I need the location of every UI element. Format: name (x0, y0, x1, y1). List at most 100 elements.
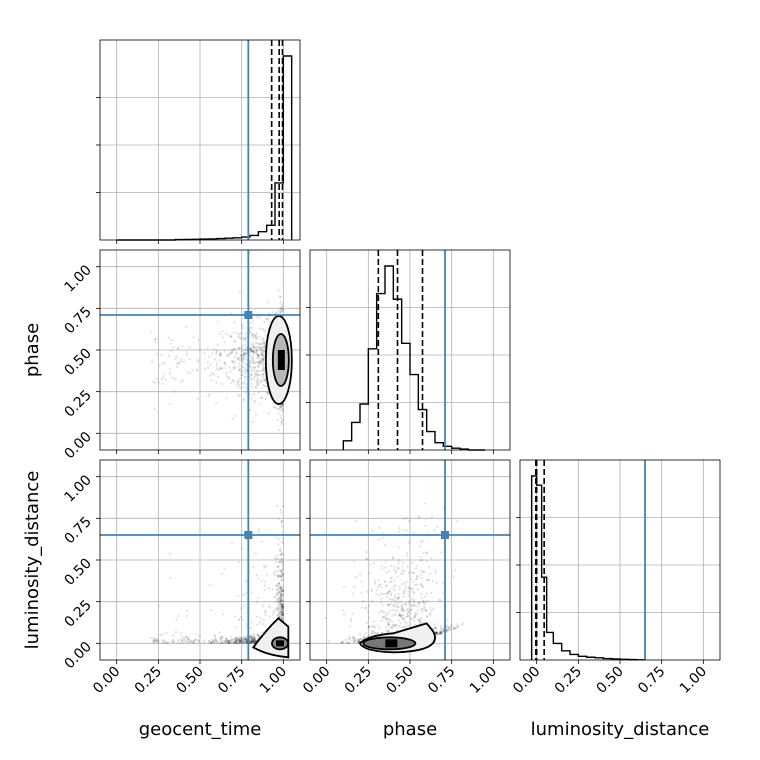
x-tick-label: 0.50 (593, 664, 626, 697)
sample-point (279, 594, 283, 597)
sample-point (184, 640, 187, 643)
sample-point (281, 403, 285, 406)
sample-point (249, 347, 253, 350)
sample-point (162, 639, 165, 642)
sample-point (280, 587, 283, 590)
scatter-panel-geocent_time-phase: 0.000.250.500.751.00 (61, 249, 301, 462)
sample-point (253, 336, 257, 339)
sample-point (250, 348, 253, 352)
sample-point (266, 392, 269, 395)
sample-point (261, 579, 264, 582)
sample-point (249, 640, 252, 644)
x-tick-label: 0.00 (510, 664, 543, 697)
sample-point (251, 640, 254, 643)
sample-point (244, 343, 247, 347)
sample-point (281, 606, 284, 609)
sample-point (220, 382, 224, 385)
sample-point (172, 345, 175, 348)
sample-point (262, 342, 266, 345)
sample-point (262, 336, 265, 340)
sample-point (225, 354, 228, 357)
sample-point (253, 400, 256, 403)
sample-point (241, 637, 244, 641)
sample-point (215, 351, 218, 354)
sample-point (249, 347, 252, 350)
sample-point (278, 549, 281, 552)
sample-point (281, 610, 284, 613)
sample-point (240, 371, 243, 374)
sample-point (238, 393, 241, 396)
sample-point (276, 605, 279, 608)
sample-point (241, 618, 244, 621)
sample-point (180, 634, 183, 637)
sample-point (152, 380, 155, 384)
sample-point (215, 641, 218, 644)
sample-point (266, 391, 270, 394)
sample-point (221, 572, 224, 575)
sample-point (248, 641, 252, 645)
sample-point (242, 641, 245, 644)
sample-point (230, 639, 233, 642)
sample-point (252, 343, 255, 347)
sample-point (237, 357, 240, 360)
sample-point (235, 638, 238, 641)
sample-point (238, 641, 241, 644)
sample-point (255, 601, 259, 604)
sample-point (251, 326, 254, 330)
sample-point (263, 355, 266, 358)
sample-point (248, 639, 252, 642)
sample-point (249, 641, 252, 644)
sample-point (239, 639, 243, 642)
sample-point (255, 382, 259, 385)
sample-point (155, 353, 159, 356)
sample-point (243, 380, 246, 383)
sample-point (237, 594, 240, 597)
sample-point (219, 367, 222, 370)
sample-point (273, 556, 277, 559)
sample-point (256, 615, 259, 618)
sample-point (252, 641, 256, 644)
sample-point (280, 571, 283, 574)
sample-point (282, 577, 285, 580)
sample-point (244, 362, 247, 366)
sample-point (273, 406, 276, 409)
sample-point (252, 641, 255, 644)
sample-point (277, 561, 280, 564)
sample-point (264, 334, 268, 337)
sample-point (280, 520, 283, 523)
sample-point (219, 631, 222, 634)
sample-point (251, 357, 255, 360)
sample-point (281, 579, 284, 582)
sample-point (250, 639, 253, 643)
sample-point (249, 321, 252, 325)
sample-point (264, 613, 267, 616)
sample-point (241, 354, 244, 357)
sample-point (209, 363, 212, 366)
sample-point (156, 378, 159, 381)
sample-point (276, 598, 279, 602)
sample-point (256, 378, 260, 382)
sample-point (240, 357, 244, 360)
sample-point (243, 638, 246, 641)
sample-point (260, 353, 264, 356)
sample-point (276, 408, 279, 411)
sample-point (281, 404, 285, 407)
sample-point (281, 618, 284, 621)
sample-point (157, 640, 161, 643)
sample-point (251, 349, 254, 353)
sample-point (260, 345, 263, 348)
sample-point (248, 348, 251, 352)
sample-point (252, 393, 255, 396)
sample-point (228, 639, 231, 642)
sample-point (243, 637, 246, 641)
sample-point (256, 370, 259, 373)
sample-point (277, 582, 280, 585)
sample-point (263, 588, 266, 592)
sample-point (238, 368, 241, 372)
sample-point (252, 351, 255, 354)
sample-point (256, 336, 259, 340)
sample-point (257, 528, 261, 531)
sample-point (281, 403, 284, 406)
sample-point (239, 377, 242, 380)
sample-point (243, 353, 246, 357)
